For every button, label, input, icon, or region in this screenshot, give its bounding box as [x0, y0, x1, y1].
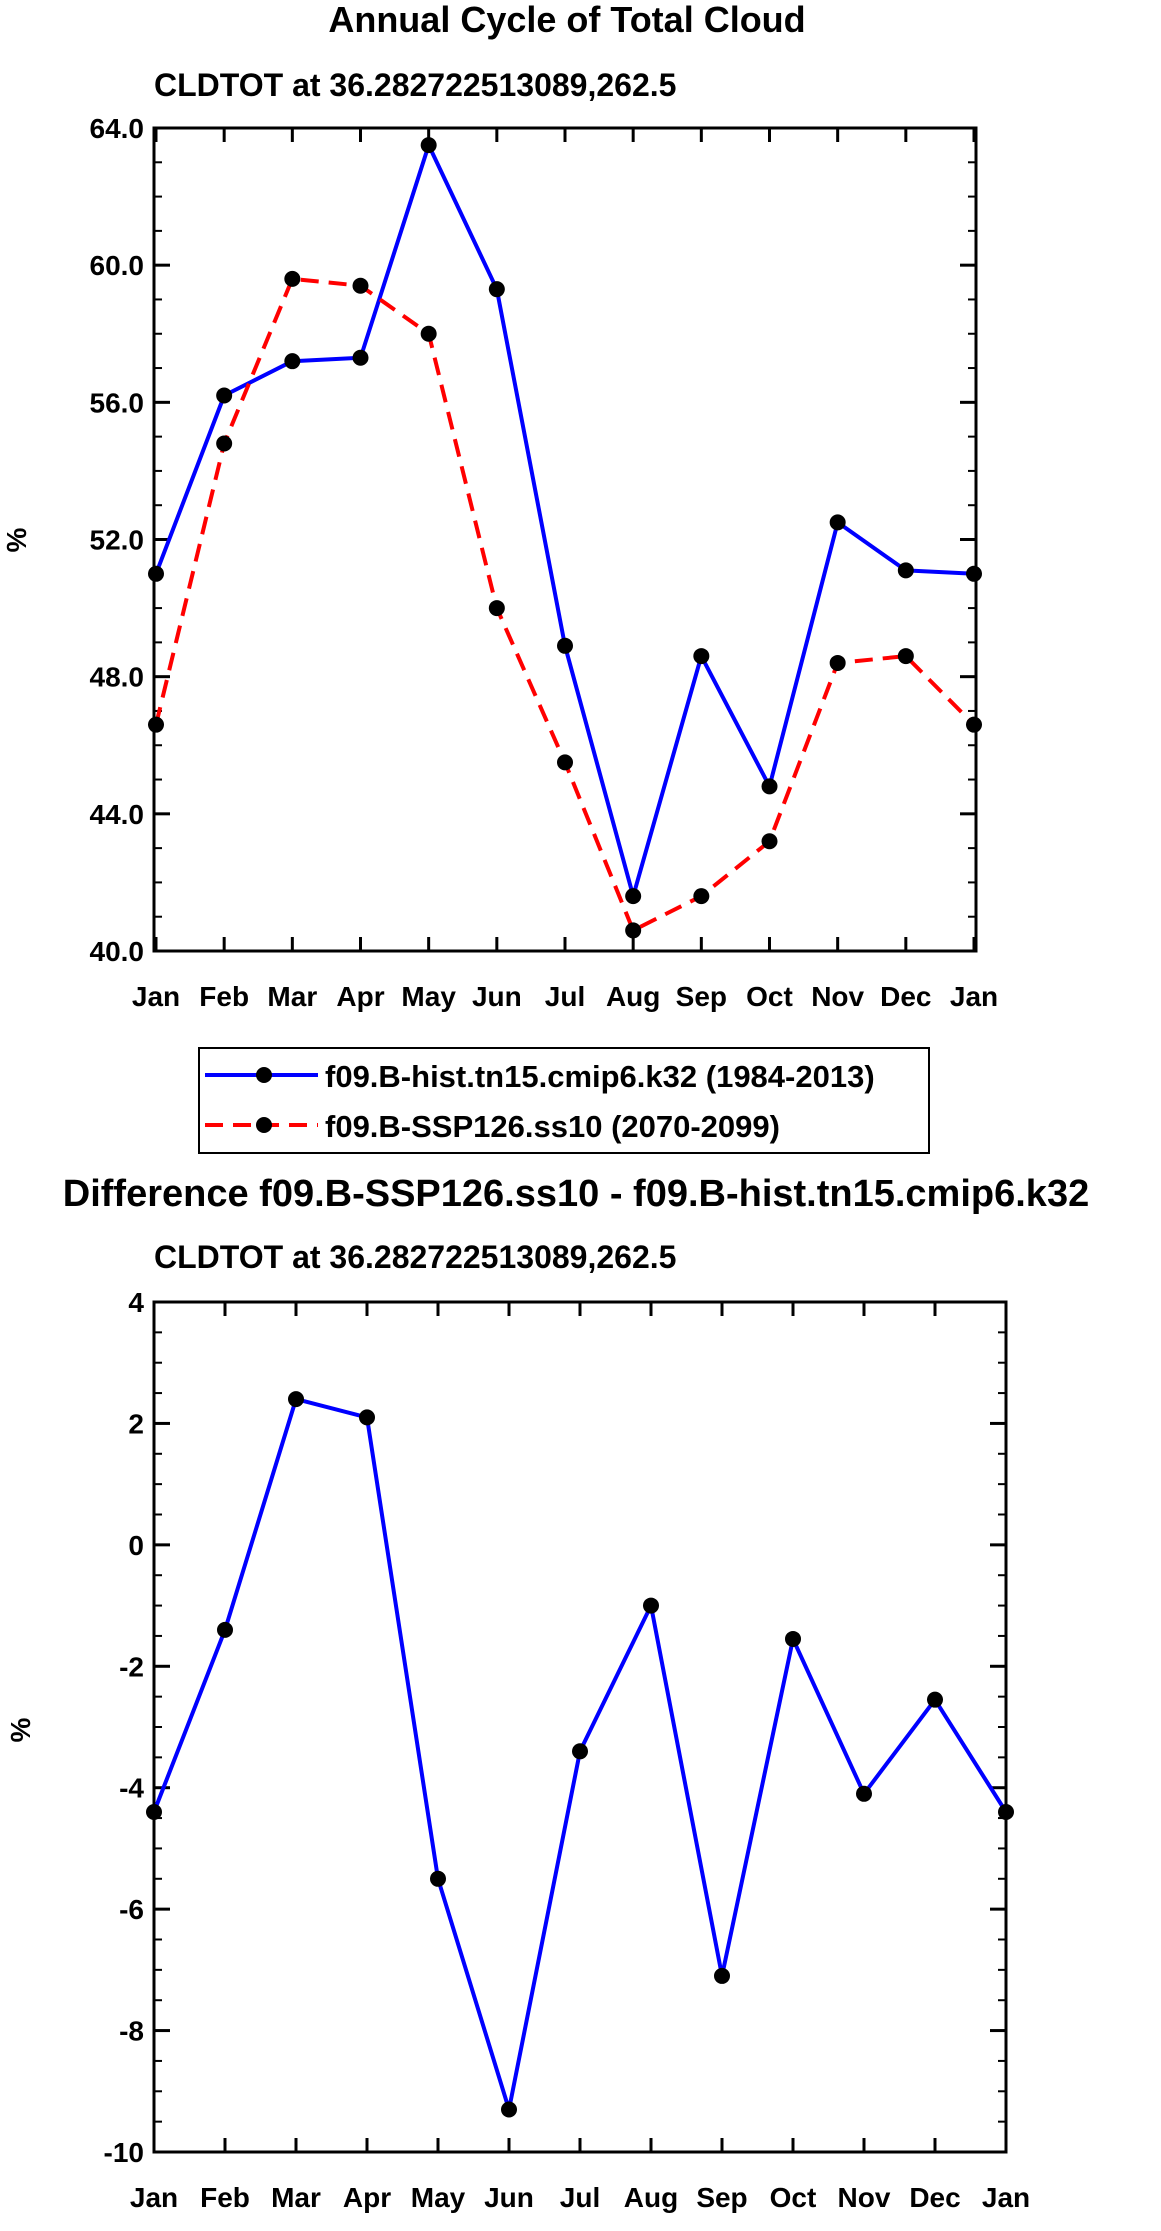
data-point: [625, 922, 642, 939]
data-point: [897, 648, 914, 665]
x-tick-label: Jan: [982, 2182, 1030, 2213]
series-line-0: [154, 143, 975, 899]
y-tick-label: 40.0: [90, 936, 145, 967]
data-point: [643, 1597, 659, 1614]
x-tick-label: Feb: [200, 2182, 250, 2213]
x-tick-label: Dec: [880, 981, 931, 1012]
y-tick-label: 60.0: [90, 250, 145, 281]
data-point: [420, 137, 437, 154]
data-point: [359, 1409, 375, 1426]
x-tick-label: Jul: [560, 2182, 600, 2213]
x-tick-label: Jan: [950, 981, 998, 1012]
y-tick-label: -2: [119, 1651, 144, 1682]
x-tick-label: Jun: [472, 981, 522, 1012]
data-point: [966, 565, 982, 582]
data-point: [501, 2101, 517, 2118]
legend: f09.B-hist.tn15.cmip6.k32 (1984-2013) f0…: [198, 1047, 930, 1154]
x-tick-label: Jun: [484, 2182, 534, 2213]
x-tick-label: Mar: [267, 981, 317, 1012]
x-tick-label: Aug: [606, 981, 660, 1012]
x-tick-label: Oct: [746, 981, 793, 1012]
data-point: [284, 353, 301, 370]
x-tick-label: Sep: [696, 2182, 747, 2213]
data-point: [761, 833, 778, 850]
chart1-ylabel: %: [1, 527, 32, 552]
data-point: [146, 1804, 162, 1820]
data-point: [761, 778, 778, 795]
series-line-1: [154, 276, 976, 933]
data-point: [998, 1804, 1014, 1820]
x-tick-label: Nov: [838, 2182, 891, 2213]
y-tick-label: 4: [128, 1287, 144, 1318]
x-tick-label: Apr: [336, 981, 384, 1012]
y-tick-label: -4: [119, 1773, 144, 1804]
data-point: [572, 1743, 588, 1760]
y-tick-label: 44.0: [90, 799, 145, 830]
y-tick-label: 48.0: [90, 662, 145, 693]
plot-frame: [152, 1300, 1008, 2154]
data-point: [693, 648, 710, 665]
data-point: [829, 654, 846, 671]
data-point: [352, 349, 369, 366]
legend-marker-ssp: [256, 1117, 272, 1133]
y-tick-label: 0: [128, 1530, 144, 1561]
data-point: [557, 637, 573, 654]
legend-label-hist: f09.B-hist.tn15.cmip6.k32 (1984-2013): [325, 1059, 875, 1094]
chart1-plot: 40.0 44.0 48.0 52.0 56.0 60.0 64.0 Jan Feb Mar Apr…: [90, 113, 999, 1012]
chart2-subtitle: CLDTOT at 36.282722513089,262.5: [154, 1239, 676, 1275]
x-tick-label: Mar: [271, 2182, 321, 2213]
data-point: [217, 1621, 233, 1638]
chart2-ylabel: %: [5, 1717, 36, 1742]
x-tick-label: Sep: [676, 981, 727, 1012]
data-point: [216, 435, 233, 452]
data-point: [352, 277, 369, 294]
data-point: [216, 387, 233, 404]
data-point: [488, 281, 505, 298]
legend-label-ssp: f09.B-SSP126.ss10 (2070-2099): [325, 1109, 780, 1144]
x-tick-label: Feb: [199, 981, 249, 1012]
x-tick-label: Jan: [132, 981, 180, 1012]
x-tick-label: Nov: [811, 981, 864, 1012]
data-point: [488, 600, 505, 617]
y-tick-label: 64.0: [90, 113, 145, 144]
data-point: [148, 565, 164, 582]
y-tick-label: -6: [119, 1894, 144, 1925]
y-tick-label: -8: [119, 2016, 144, 2047]
x-tick-label: Jul: [545, 981, 585, 1012]
data-point: [148, 716, 164, 733]
data-point: [897, 562, 914, 579]
x-tick-label: Apr: [343, 2182, 391, 2213]
data-point: [693, 888, 710, 905]
data-point: [288, 1391, 304, 1408]
chart2-plot: -10 -8 -6 -4 -2 0 2 4 Jan Feb Mar Apr May Jun Jul Aug Se…: [104, 1287, 1031, 2213]
data-point: [557, 754, 573, 771]
data-point: [966, 716, 982, 733]
x-tick-label: Jan: [130, 2182, 178, 2213]
x-tick-label: Aug: [624, 2182, 678, 2213]
legend-marker-hist: [256, 1067, 272, 1083]
x-tick-label: Dec: [909, 2182, 960, 2213]
data-point: [420, 325, 437, 342]
data-point: [856, 1785, 872, 1802]
y-tick-label: 2: [128, 1408, 144, 1439]
y-tick-label: -10: [104, 2137, 144, 2168]
x-tick-label: May: [411, 2182, 466, 2213]
data-point: [785, 1630, 801, 1647]
data-point: [829, 514, 846, 531]
x-tick-label: May: [401, 981, 456, 1012]
legend-box: [198, 1047, 930, 1154]
x-tick-label: Oct: [770, 2182, 817, 2213]
data-point: [430, 1870, 446, 1887]
data-point: [284, 270, 301, 287]
chart1-title: Annual Cycle of Total Cloud: [328, 0, 805, 40]
data-point: [714, 1967, 730, 1984]
data-point: [625, 888, 642, 905]
y-tick-label: 56.0: [90, 387, 145, 418]
data-point: [927, 1691, 943, 1708]
plot-frame: [152, 126, 978, 953]
y-tick-label: 52.0: [90, 525, 145, 556]
chart1-subtitle: CLDTOT at 36.282722513089,262.5: [154, 67, 676, 103]
chart2-title: Difference f09.B-SSP126.ss10 - f09.B-his…: [63, 1173, 1089, 1215]
